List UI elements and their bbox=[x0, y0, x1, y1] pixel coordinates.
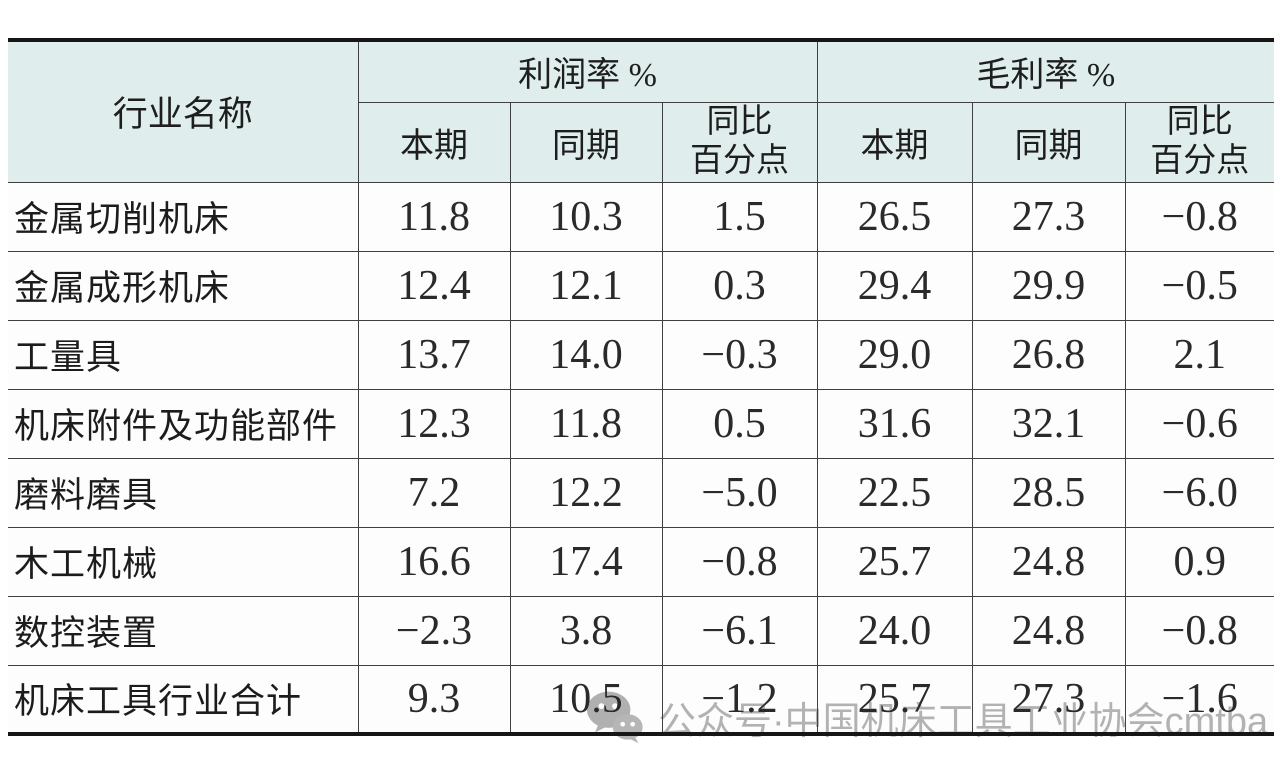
table-row: 数控装置 −2.3 3.8 −6.1 24.0 24.8 −0.8 bbox=[8, 595, 1275, 666]
industry-name-cell: 数控装置 bbox=[8, 595, 359, 666]
industry-name-cell: 机床工具行业合计 bbox=[8, 664, 359, 735]
value-cell: 2.1 bbox=[1124, 319, 1275, 390]
industry-column-header: 行业名称 bbox=[8, 39, 359, 183]
value-cell: 9.3 bbox=[357, 664, 511, 735]
profit-same-period-header: 同期 bbox=[509, 101, 663, 183]
value-cell: 32.1 bbox=[971, 388, 1126, 459]
industry-name-cell: 金属成形机床 bbox=[8, 250, 359, 321]
industry-name-cell: 磨料磨具 bbox=[8, 457, 359, 528]
value-cell: 13.7 bbox=[357, 319, 511, 390]
group-header-row: 行业名称 利润率 % 毛利率 % bbox=[8, 39, 1275, 183]
value-cell: 12.1 bbox=[509, 250, 663, 321]
value-cell: 12.4 bbox=[357, 250, 511, 321]
industry-name-cell: 工量具 bbox=[8, 319, 359, 390]
value-cell: 24.0 bbox=[816, 595, 973, 666]
value-cell: 0.5 bbox=[661, 388, 818, 459]
value-cell: 27.3 bbox=[971, 664, 1126, 735]
value-cell: 3.8 bbox=[509, 595, 663, 666]
value-cell: 27.3 bbox=[971, 181, 1126, 252]
value-cell: 24.8 bbox=[971, 595, 1126, 666]
value-cell: 29.4 bbox=[816, 250, 973, 321]
value-cell: 17.4 bbox=[509, 526, 663, 597]
yoy-line2: 百分点 bbox=[1150, 143, 1250, 179]
gross-margin-group-header: 毛利率 % bbox=[816, 39, 1275, 103]
value-cell: 14.0 bbox=[509, 319, 663, 390]
gross-yoy-header: 同比 百分点 bbox=[1124, 101, 1275, 183]
value-cell: −0.6 bbox=[1124, 388, 1275, 459]
industry-name-cell: 机床附件及功能部件 bbox=[8, 388, 359, 459]
value-cell: 26.5 bbox=[816, 181, 973, 252]
value-cell: −1.2 bbox=[661, 664, 818, 735]
value-cell: 11.8 bbox=[509, 388, 663, 459]
value-cell: −0.3 bbox=[661, 319, 818, 390]
value-cell: −6.1 bbox=[661, 595, 818, 666]
value-cell: 0.3 bbox=[661, 250, 818, 321]
value-cell: 29.9 bbox=[971, 250, 1126, 321]
industry-name-cell: 木工机械 bbox=[8, 526, 359, 597]
value-cell: 11.8 bbox=[357, 181, 511, 252]
yoy-line1: 同比 bbox=[1166, 104, 1233, 141]
table-row-total: 机床工具行业合计 9.3 10.5 −1.2 25.7 27.3 −1.6 bbox=[8, 664, 1275, 735]
value-cell: −2.3 bbox=[357, 595, 511, 666]
table-row: 磨料磨具 7.2 12.2 −5.0 22.5 28.5 −6.0 bbox=[8, 457, 1275, 528]
profit-yoy-header: 同比 百分点 bbox=[661, 101, 818, 183]
value-cell: 10.5 bbox=[509, 664, 663, 735]
value-cell: −0.8 bbox=[1124, 595, 1275, 666]
value-cell: 1.5 bbox=[661, 181, 818, 252]
table-row: 木工机械 16.6 17.4 −0.8 25.7 24.8 0.9 bbox=[8, 526, 1275, 597]
value-cell: −0.8 bbox=[1124, 181, 1275, 252]
profit-rate-group-header: 利润率 % bbox=[357, 39, 818, 103]
value-cell: −0.8 bbox=[661, 526, 818, 597]
table-row: 机床附件及功能部件 12.3 11.8 0.5 31.6 32.1 −0.6 bbox=[8, 388, 1275, 459]
value-cell: 25.7 bbox=[816, 526, 973, 597]
value-cell: 22.5 bbox=[816, 457, 973, 528]
gross-current-header: 本期 bbox=[816, 101, 973, 183]
value-cell: 25.7 bbox=[816, 664, 973, 735]
value-cell: 24.8 bbox=[971, 526, 1126, 597]
value-cell: −1.6 bbox=[1124, 664, 1275, 735]
profit-gross-margin-table: 行业名称 利润率 % 毛利率 % 本期 同期 同比 百分点 本期 同期 同比 百… bbox=[8, 38, 1275, 736]
industry-name-cell: 金属切削机床 bbox=[8, 181, 359, 252]
value-cell: 26.8 bbox=[971, 319, 1126, 390]
yoy-line2: 百分点 bbox=[690, 143, 789, 179]
value-cell: 29.0 bbox=[816, 319, 973, 390]
value-cell: 28.5 bbox=[971, 457, 1126, 528]
table-row: 工量具 13.7 14.0 −0.3 29.0 26.8 2.1 bbox=[8, 319, 1275, 390]
value-cell: 12.3 bbox=[357, 388, 511, 459]
value-cell: 7.2 bbox=[357, 457, 511, 528]
profit-current-header: 本期 bbox=[358, 101, 511, 183]
table-row: 金属切削机床 11.8 10.3 1.5 26.5 27.3 −0.8 bbox=[8, 181, 1275, 252]
value-cell: 12.2 bbox=[509, 457, 663, 528]
gross-same-period-header: 同期 bbox=[971, 101, 1126, 183]
value-cell: −5.0 bbox=[661, 457, 818, 528]
value-cell: −0.5 bbox=[1124, 250, 1275, 321]
value-cell: 10.3 bbox=[509, 181, 663, 252]
value-cell: 16.6 bbox=[357, 526, 511, 597]
value-cell: −6.0 bbox=[1124, 457, 1275, 528]
sub-header-row: 本期 同期 同比 百分点 本期 同期 同比 百分点 bbox=[8, 101, 1275, 183]
value-cell: 31.6 bbox=[816, 388, 973, 459]
yoy-line1: 同比 bbox=[706, 104, 773, 141]
table-row: 金属成形机床 12.4 12.1 0.3 29.4 29.9 −0.5 bbox=[8, 250, 1275, 321]
value-cell: 0.9 bbox=[1124, 526, 1275, 597]
